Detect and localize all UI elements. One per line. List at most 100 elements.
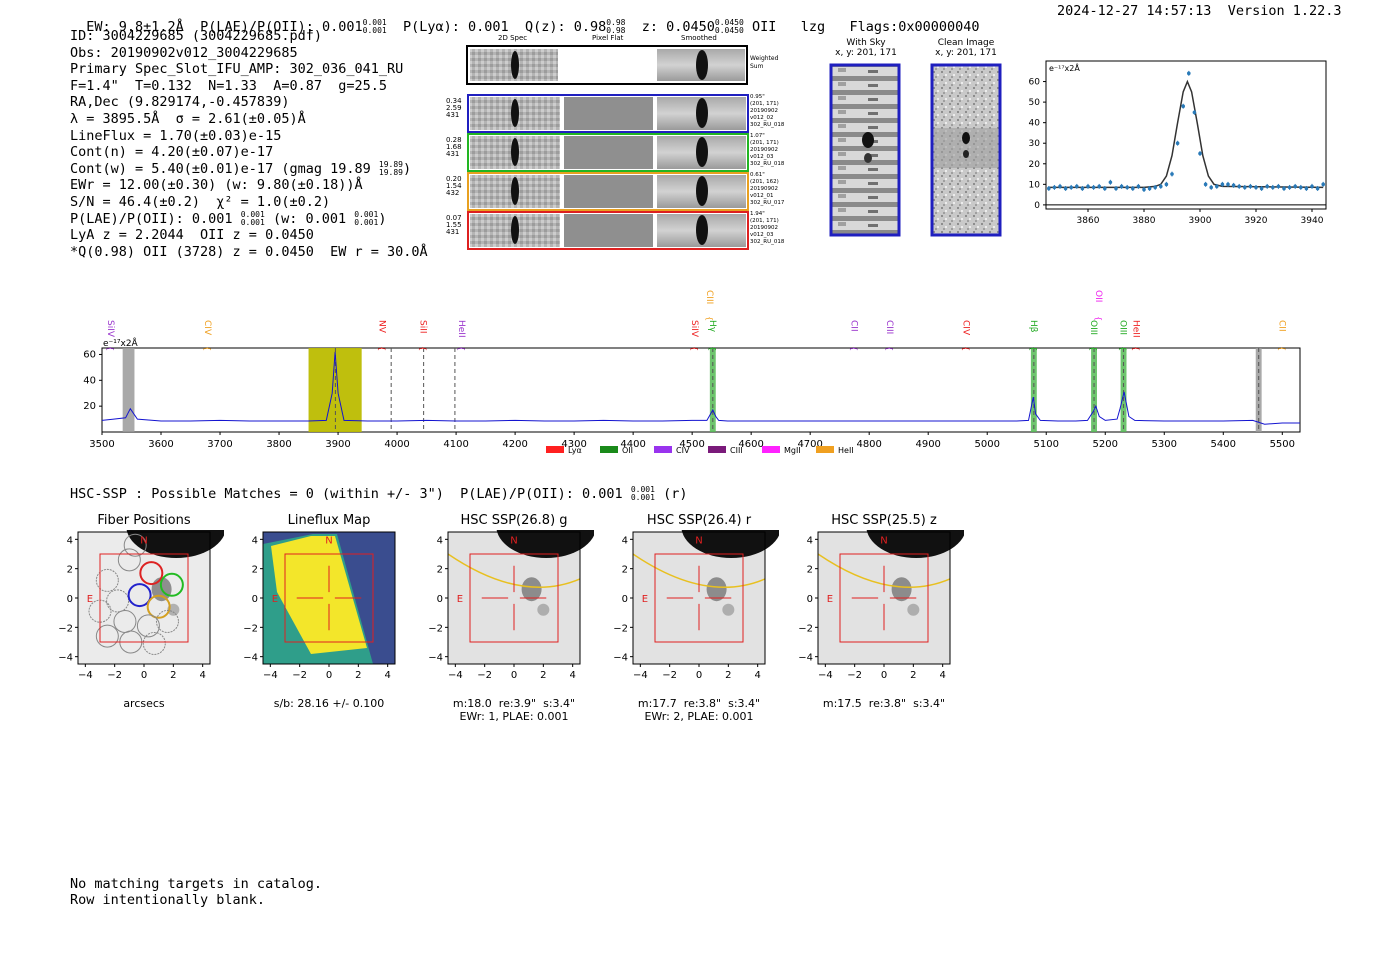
hsc-ytick-label: −4: [798, 653, 813, 664]
hsc-panel-title: Lineflux Map: [287, 513, 371, 528]
hsc-aperture-box: [839, 553, 929, 643]
spectrum-line-id-bracket: {: [1029, 346, 1038, 351]
zoom-data-point: [1243, 185, 1247, 190]
col-pixel-flat-label: Pixel Flat: [592, 34, 624, 42]
hsc-ytick-label: −2: [428, 623, 443, 634]
info-contw-text: Cont(w) = 5.40(±0.01)e-17 (gmag 19.89: [70, 160, 371, 177]
spectrum-xtick-label: 5300: [1152, 439, 1177, 450]
hsc-xtick-label: 0: [696, 670, 702, 681]
hsc-summary-text: HSC-SSP : Possible Matches = 0 (within +…: [70, 486, 623, 502]
hsc-ytick-label: 2: [252, 565, 258, 576]
zoom-data-point: [1203, 182, 1208, 187]
fiber-circle: [123, 533, 147, 557]
spectrum-ytick-label: 20: [83, 401, 96, 412]
spectrum-line-id: OIII {: [1088, 320, 1098, 351]
zoom-data-point: [1276, 184, 1281, 189]
header-plya: P(Lyα): 0.001: [403, 19, 509, 35]
header-qz-lo: 0.98: [606, 26, 626, 35]
cutout-row-stat: 0.28: [446, 136, 462, 144]
cutout-row-smoothed-spot: [696, 98, 708, 128]
zoom-data-point: [1103, 186, 1107, 191]
hsc-xtick-label: 4: [384, 670, 390, 681]
spectrum-line-id-label: Hγ: [707, 320, 717, 333]
fiber-circle: [139, 561, 164, 586]
hsc-ytick-label: 2: [67, 565, 73, 576]
east-label: E: [642, 594, 648, 605]
info-plae-close: ): [378, 210, 387, 227]
hsc-panel-image: N E −4 −4 −2 −2 0 0 2 2 4 4: [428, 530, 594, 681]
hsc-ytick-label: 2: [437, 565, 443, 576]
hsc-source-blob-2: [722, 603, 735, 616]
zoom-data-point: [1265, 184, 1269, 189]
info-radec: RA,Dec (9.829174,-0.457839): [70, 94, 290, 111]
hsc-panel-caption: s/b: 28.16 +/- 0.100: [273, 697, 385, 710]
hsc-aperture-box: [284, 553, 374, 643]
zoom-line-fit-chart: 0 10 20 30 40 50 60 3860 3880 3900 3920 3940 e⁻¹⁷x2Å: [1029, 60, 1327, 226]
spectrum-line-id-bracket: {: [457, 346, 466, 351]
east-label: E: [272, 594, 278, 605]
info-plae-lo: 0.001: [240, 217, 265, 227]
cutout-row-stat: 0.34: [446, 97, 462, 105]
spectrum-line-id-bracket: {: [1089, 346, 1098, 351]
info-obs: Obs: 20190902v012_3004229685: [70, 44, 298, 61]
zoom-data-point: [1108, 180, 1113, 185]
hsc-panel-caption: m:18.0 re:3.9" s:3.4": [452, 697, 576, 710]
cutout-row-images: [467, 94, 749, 133]
hsc-ytick-label: 4: [437, 535, 443, 546]
spectrum-legend-label: OII: [622, 446, 633, 455]
cutout-row-meta: 20190902: [750, 186, 778, 192]
info-lambda: λ = 3895.5Å σ = 2.61(±0.05)Å: [70, 110, 306, 127]
cutout-row-stat: 0.07: [446, 214, 462, 222]
hsc-xtick-label: −2: [847, 670, 862, 681]
cutout-row-images: [467, 211, 749, 250]
spectrum-xtick-label: 4100: [443, 439, 468, 450]
zoom-data-point: [1248, 184, 1253, 189]
hsc-aperture-box: [469, 553, 559, 643]
spectrum-ytick-label: 60: [83, 349, 96, 360]
info-id: ID: 3004229685 (3004229685.pdf): [70, 28, 322, 44]
spectrum-line-id-bracket: {: [377, 346, 386, 351]
spectrum-line-id: OII {: [1093, 290, 1103, 321]
cutout-row-stat: 1.55: [446, 221, 462, 229]
zoom-data-point: [1181, 104, 1185, 109]
zoom-ytick-label: 10: [1029, 180, 1041, 190]
cutout-row-meta: 1.94": [750, 211, 765, 217]
spectrum-line-id: HeII {: [456, 320, 466, 351]
cutout-row-2d-spot: [511, 99, 519, 127]
cutout-row-stat: 431: [446, 111, 460, 119]
zoom-data-point: [1271, 185, 1275, 190]
spectrum-line-id-label: CIII: [884, 320, 894, 334]
hsc-ytick-label: 4: [622, 535, 628, 546]
spectrum-legend-label: HeII: [838, 446, 854, 455]
north-label: N: [510, 535, 517, 546]
hsc-bright-galaxy: [126, 530, 224, 558]
spectrum-line-id: SiIV {: [689, 320, 699, 351]
zoom-data-point: [1198, 151, 1202, 156]
spectrum-line-id: OIII {: [1118, 320, 1128, 351]
zoom-data-point: [1187, 71, 1191, 76]
weighted-label: Weighted: [750, 55, 779, 62]
hsc-ytick-label: 2: [807, 565, 813, 576]
header-timestamp: 2024-12-27 14:57:13: [1057, 3, 1212, 19]
zoom-ytick-label: 60: [1029, 78, 1041, 88]
zoom-data-point: [1310, 184, 1314, 189]
zoom-data-point: [1125, 185, 1129, 190]
info-contw-close: ): [402, 160, 412, 177]
north-label: N: [140, 535, 147, 546]
cutout-row-meta: (201, 162): [750, 179, 779, 185]
hsc-source-blob: [706, 577, 727, 602]
spectrum-line-id-bracket: {: [106, 346, 115, 351]
cutout-row-stat: 1.68: [446, 143, 462, 151]
zoom-data-point: [1114, 186, 1118, 191]
hsc-ytick-label: −2: [58, 623, 73, 634]
hsc-panel-image: N E −4 −4 −2 −2 0 0 2 2 4 4: [798, 530, 964, 681]
hsc-xtick-label: 0: [881, 670, 887, 681]
with-sky-source: [862, 132, 874, 148]
spectrum-line-id-bracket: {: [885, 346, 894, 351]
cutout-row-meta: v012_03: [750, 232, 774, 238]
cutout-row-meta: 20190902: [750, 225, 778, 231]
info-contn: Cont(n) = 4.20(±0.07)e-17: [70, 144, 274, 161]
zoom-data-point: [1164, 182, 1169, 187]
spectrum-xtick-label: 4500: [679, 439, 704, 450]
spectrum-unit-label: e⁻¹⁷x2Å: [103, 337, 139, 349]
